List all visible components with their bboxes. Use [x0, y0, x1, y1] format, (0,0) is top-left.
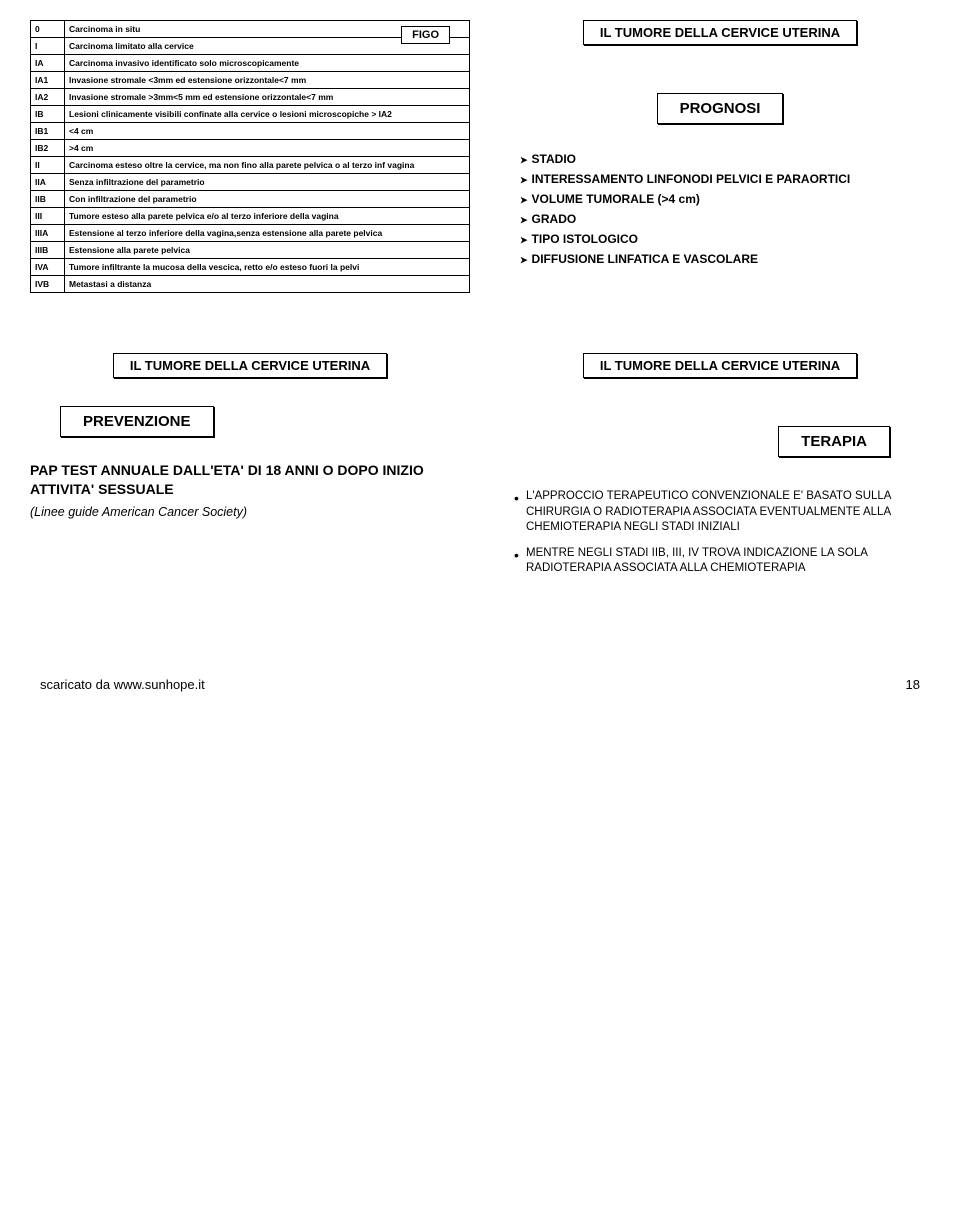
- figo-desc: Estensione al terzo inferiore della vagi…: [65, 225, 470, 242]
- figo-desc: <4 cm: [65, 123, 470, 140]
- figo-code: IB1: [31, 123, 65, 140]
- figo-desc: Estensione alla parete pelvica: [65, 242, 470, 259]
- list-item: STADIO: [520, 152, 930, 166]
- list-item: INTERESSAMENTO LINFONODI PELVICI E PARAO…: [520, 172, 930, 186]
- figo-code: 0: [31, 21, 65, 38]
- figo-code: IA: [31, 55, 65, 72]
- title-main-3: IL TUMORE DELLA CERVICE UTERINA: [583, 353, 857, 378]
- title-terapia: TERAPIA: [778, 426, 890, 457]
- table-row: IICarcinoma esteso oltre la cervice, ma …: [31, 157, 470, 174]
- figo-code: IB2: [31, 140, 65, 157]
- figo-code: IIB: [31, 191, 65, 208]
- figo-desc: Con infiltrazione del parametrio: [65, 191, 470, 208]
- figo-code: III: [31, 208, 65, 225]
- figo-code: II: [31, 157, 65, 174]
- title-prevenzione: PREVENZIONE: [60, 406, 214, 437]
- figo-table-wrap: FIGO 0Carcinoma in situICarcinoma limita…: [30, 20, 470, 293]
- figo-code: IA2: [31, 89, 65, 106]
- table-row: IIIAEstensione al terzo inferiore della …: [31, 225, 470, 242]
- figo-code: IVA: [31, 259, 65, 276]
- prognosi-list: STADIO INTERESSAMENTO LINFONODI PELVICI E…: [510, 146, 930, 272]
- footer-page: 18: [906, 677, 920, 692]
- figo-code: IVB: [31, 276, 65, 293]
- figo-desc: >4 cm: [65, 140, 470, 157]
- figo-desc: Carcinoma invasivo identificato solo mic…: [65, 55, 470, 72]
- table-row: IBLesioni clinicamente visibili confinat…: [31, 106, 470, 123]
- table-row: IIASenza infiltrazione del parametrio: [31, 174, 470, 191]
- pap-sub: (Linee guide American Cancer Society): [30, 505, 470, 519]
- title-main-2: IL TUMORE DELLA CERVICE UTERINA: [113, 353, 387, 378]
- figo-desc: Senza infiltrazione del parametrio: [65, 174, 470, 191]
- title-prognosi: PROGNOSI: [657, 93, 784, 124]
- figo-desc: Invasione stromale >3mm<5 mm ed estensio…: [65, 89, 470, 106]
- figo-code: I: [31, 38, 65, 55]
- table-row: IVATumore infiltrante la mucosa della ve…: [31, 259, 470, 276]
- footer-source: scaricato da www.sunhope.it: [40, 677, 205, 692]
- list-item: DIFFUSIONE LINFATICA E VASCOLARE: [520, 252, 930, 266]
- table-row: IIIBEstensione alla parete pelvica: [31, 242, 470, 259]
- figo-table: 0Carcinoma in situICarcinoma limitato al…: [30, 20, 470, 293]
- figo-code: IA1: [31, 72, 65, 89]
- table-row: IB1<4 cm: [31, 123, 470, 140]
- table-row: IIBCon infiltrazione del parametrio: [31, 191, 470, 208]
- figo-label: FIGO: [401, 26, 450, 44]
- list-item: L'APPROCCIO TERAPEUTICO CONVENZIONALE E'…: [514, 489, 930, 536]
- figo-code: IIA: [31, 174, 65, 191]
- table-row: IB2>4 cm: [31, 140, 470, 157]
- figo-code: IB: [31, 106, 65, 123]
- figo-desc: Carcinoma esteso oltre la cervice, ma no…: [65, 157, 470, 174]
- table-row: IIITumore esteso alla parete pelvica e/o…: [31, 208, 470, 225]
- table-row: IA2Invasione stromale >3mm<5 mm ed esten…: [31, 89, 470, 106]
- list-item: TIPO ISTOLOGICO: [520, 232, 930, 246]
- terapia-list: L'APPROCCIO TERAPEUTICO CONVENZIONALE E'…: [510, 479, 930, 587]
- figo-code: IIIB: [31, 242, 65, 259]
- figo-desc: Tumore infiltrante la mucosa della vesci…: [65, 259, 470, 276]
- table-row: IA1Invasione stromale <3mm ed estensione…: [31, 72, 470, 89]
- list-item: MENTRE NEGLI STADI IIB, III, IV TROVA IN…: [514, 546, 930, 577]
- figo-desc: Metastasi a distanza: [65, 276, 470, 293]
- table-row: IACarcinoma invasivo identificato solo m…: [31, 55, 470, 72]
- title-main-1: IL TUMORE DELLA CERVICE UTERINA: [583, 20, 857, 45]
- list-item: VOLUME TUMORALE (>4 cm): [520, 192, 930, 206]
- figo-code: IIIA: [31, 225, 65, 242]
- figo-desc: Tumore esteso alla parete pelvica e/o al…: [65, 208, 470, 225]
- figo-desc: Invasione stromale <3mm ed estensione or…: [65, 72, 470, 89]
- figo-desc: Lesioni clinicamente visibili confinate …: [65, 106, 470, 123]
- table-row: IVBMetastasi a distanza: [31, 276, 470, 293]
- pap-block: PAP TEST ANNUALE DALL'ETA' DI 18 ANNI O …: [30, 461, 470, 519]
- pap-title: PAP TEST ANNUALE DALL'ETA' DI 18 ANNI O …: [30, 461, 470, 499]
- list-item: GRADO: [520, 212, 930, 226]
